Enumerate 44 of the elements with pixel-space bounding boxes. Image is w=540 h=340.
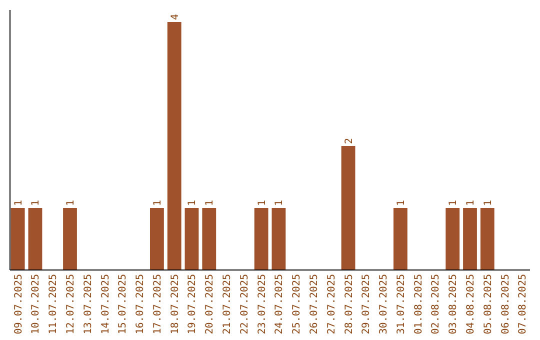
x-tick-label: 22.07.2025 <box>239 274 250 334</box>
x-tick-label: 18.07.2025 <box>170 274 181 334</box>
data-label: 1 <box>66 200 76 206</box>
x-tick-label: 25.07.2025 <box>292 274 303 334</box>
x-tick-label: 02.08.2025 <box>430 274 442 334</box>
x-tick-label: 30.07.2025 <box>378 274 390 334</box>
x-tick-label: 31.07.2025 <box>396 274 407 334</box>
data-label: 1 <box>466 200 476 206</box>
x-tick-label: 12.07.2025 <box>66 274 76 334</box>
x-tick-label: 05.08.2025 <box>482 274 494 334</box>
x-tick-label: 04.08.2025 <box>466 274 476 334</box>
data-label: 1 <box>482 200 494 206</box>
x-tick-label: 10.07.2025 <box>30 274 42 334</box>
x-tick-label: 01.08.2025 <box>413 274 424 334</box>
data-label: 1 <box>152 200 164 206</box>
x-tick-label: 06.08.2025 <box>500 274 512 334</box>
x-tick-label: 13.07.2025 <box>82 274 94 334</box>
x-tick-label: 29.07.2025 <box>361 274 372 334</box>
data-label: 4 <box>170 14 181 20</box>
x-tick-label: 20.07.2025 <box>204 274 216 334</box>
x-tick-label: 09.07.2025 <box>13 274 24 334</box>
data-label: 2 <box>344 138 355 144</box>
x-tick-label: 23.07.2025 <box>256 274 268 334</box>
x-tick-label: 26.07.2025 <box>308 274 320 334</box>
data-label: 1 <box>396 200 407 206</box>
x-tick-label: 03.08.2025 <box>448 274 460 334</box>
data-label: 1 <box>187 200 198 206</box>
data-label: 1 <box>30 200 42 206</box>
data-label: 1 <box>256 200 268 206</box>
x-tick-label: 28.07.2025 <box>344 274 355 334</box>
data-label: 1 <box>274 200 286 206</box>
x-tick-label: 07.08.2025 <box>518 274 529 334</box>
x-tick-label: 17.07.2025 <box>152 274 164 334</box>
x-tick-label: 11.07.2025 <box>48 274 60 334</box>
x-tick-label: 15.07.2025 <box>118 274 129 334</box>
data-label: 1 <box>204 200 216 206</box>
x-tick-label: 14.07.2025 <box>100 274 112 334</box>
data-label: 1 <box>448 200 460 206</box>
x-tick-label: 27.07.2025 <box>326 274 338 334</box>
x-tick-label: 21.07.2025 <box>222 274 234 334</box>
x-tick-label: 16.07.2025 <box>135 274 146 334</box>
x-tick-label: 19.07.2025 <box>187 274 198 334</box>
data-label: 1 <box>13 200 24 206</box>
x-tick-label: 24.07.2025 <box>274 274 286 334</box>
